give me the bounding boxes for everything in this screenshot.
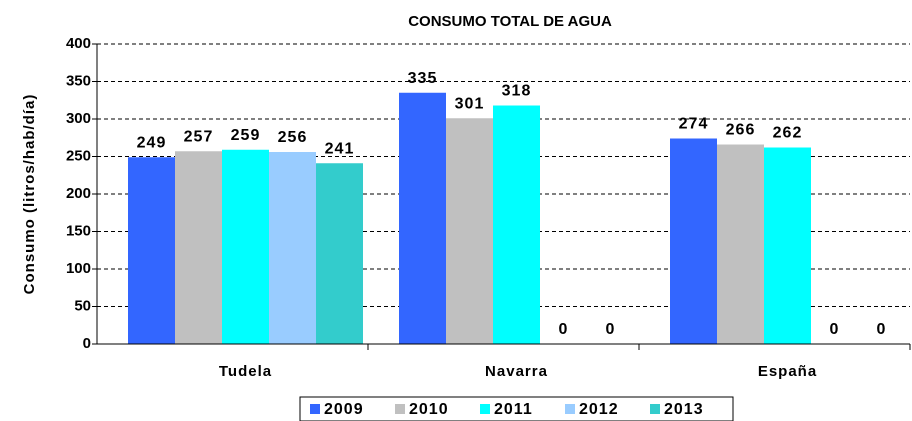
value-label: 0 xyxy=(606,321,616,338)
y-tick-label: 100 xyxy=(66,260,91,277)
value-label: 0 xyxy=(830,321,840,338)
x-tick-label: España xyxy=(758,363,817,380)
x-tick-label: Navarra xyxy=(485,363,548,380)
chart-title: CONSUMO TOTAL DE AGUA xyxy=(408,13,612,30)
bar xyxy=(128,157,175,344)
value-label: 0 xyxy=(877,321,887,338)
bar xyxy=(399,92,446,344)
y-axis-label: Consumo (litros/hab/día) xyxy=(21,94,38,295)
bar xyxy=(717,144,764,344)
bar xyxy=(764,147,811,344)
legend-swatch xyxy=(565,404,575,414)
value-label: 301 xyxy=(455,95,485,112)
bar xyxy=(175,151,222,344)
legend-label: 2012 xyxy=(579,401,619,418)
legend-swatch xyxy=(395,404,405,414)
value-label: 0 xyxy=(559,321,569,338)
legend-swatch xyxy=(480,404,490,414)
value-label: 257 xyxy=(184,128,214,145)
legend-box xyxy=(299,396,734,421)
legend-label: 2011 xyxy=(494,401,533,418)
value-label: 335 xyxy=(408,70,438,87)
bar xyxy=(269,152,316,344)
legend-label: 2013 xyxy=(664,401,704,418)
y-tick-label: 350 xyxy=(66,72,91,89)
y-tick-label: 400 xyxy=(66,35,91,52)
legend-swatch xyxy=(650,404,660,414)
y-tick-label: 250 xyxy=(66,147,91,164)
bar xyxy=(316,163,363,344)
value-label: 318 xyxy=(502,83,532,100)
bar xyxy=(670,138,717,344)
x-tick-label: Tudela xyxy=(219,363,272,380)
value-label: 274 xyxy=(679,116,709,133)
bar xyxy=(446,118,493,344)
y-tick-label: 150 xyxy=(66,222,91,239)
legend-swatch xyxy=(310,404,320,414)
value-label: 262 xyxy=(773,125,803,142)
value-label: 256 xyxy=(278,129,308,146)
legend-label: 2010 xyxy=(409,401,449,418)
y-tick-label: 50 xyxy=(74,297,91,314)
legend-label: 2009 xyxy=(324,401,364,418)
y-tick-label: 300 xyxy=(66,110,91,127)
y-tick-label: 200 xyxy=(66,185,91,202)
value-label: 249 xyxy=(137,134,167,151)
value-label: 241 xyxy=(325,140,355,157)
y-tick-label: 0 xyxy=(83,335,91,352)
value-label: 266 xyxy=(726,122,756,139)
bar xyxy=(493,105,540,344)
value-label: 259 xyxy=(231,127,261,144)
bar xyxy=(222,149,269,344)
